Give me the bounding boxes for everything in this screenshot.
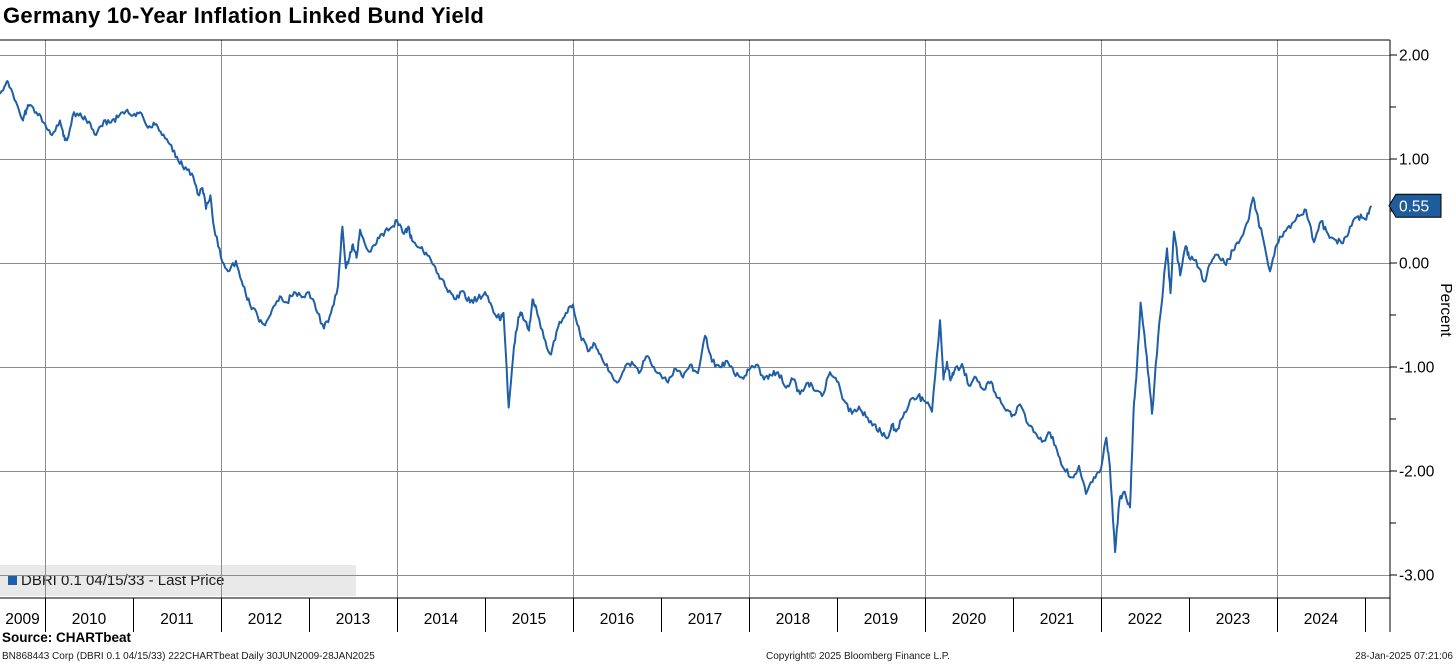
y-tick-label: -3.00 xyxy=(1399,568,1435,585)
x-tick-label: 2022 xyxy=(1128,611,1162,628)
y-axis: 2.00 1.00 0.00 -1.00 -2.00 -3.00 Percent xyxy=(1390,47,1454,585)
page-title: Germany 10-Year Inflation Linked Bund Yi… xyxy=(3,3,485,28)
x-tick-label: 2013 xyxy=(336,611,370,628)
source-label: Source: CHARTbeat xyxy=(2,630,132,645)
x-tick-label: 2014 xyxy=(424,611,459,628)
legend-label: DBRI 0.1 04/15/33 - Last Price xyxy=(21,572,225,589)
last-price-value: 0.55 xyxy=(1399,198,1429,215)
x-tick-label: 2011 xyxy=(160,611,193,628)
last-price-badge: 0.55 xyxy=(1388,193,1442,218)
ticker-meta: BN868443 Corp (DBRI 0.1 04/15/33) 222CHA… xyxy=(2,651,375,662)
copyright: Copyright© 2025 Bloomberg Finance L.P. xyxy=(766,651,950,662)
x-tick-label: 2012 xyxy=(248,611,282,628)
x-tick-label: 2024 xyxy=(1304,611,1339,628)
x-tick-label: 2016 xyxy=(600,611,634,628)
series-marker-icon xyxy=(8,576,17,585)
x-tick-label: 2017 xyxy=(688,611,722,628)
x-tick-label: 2010 xyxy=(72,611,107,628)
y-tick-label: -2.00 xyxy=(1399,464,1435,481)
x-tick-label: 2020 xyxy=(952,611,987,628)
y-tick-label: 2.00 xyxy=(1399,47,1430,64)
y-tick-label: -1.00 xyxy=(1399,359,1435,376)
x-tick-label: 2015 xyxy=(512,611,546,628)
y-axis-title: Percent xyxy=(1437,283,1454,337)
y-tick-label: 1.00 xyxy=(1399,151,1430,168)
x-tick-label: 2009 xyxy=(5,611,39,628)
timestamp: 28-Jan-2025 07:21:06 xyxy=(1355,651,1453,662)
x-tick-label: 2018 xyxy=(776,611,810,628)
x-tick-label: 2021 xyxy=(1040,611,1074,628)
gridlines xyxy=(0,40,1390,598)
series-line xyxy=(0,80,1373,554)
y-tick-label: 0.00 xyxy=(1399,255,1430,272)
axis-frame xyxy=(0,39,1391,632)
x-tick-label: 2019 xyxy=(864,611,898,628)
x-tick-label: 2023 xyxy=(1216,611,1250,628)
legend: DBRI 0.1 04/15/33 - Last Price xyxy=(0,565,356,596)
x-axis: 2009 2010 2011 2012 2013 2014 2015 2016 2017 2018… xyxy=(5,598,1367,632)
